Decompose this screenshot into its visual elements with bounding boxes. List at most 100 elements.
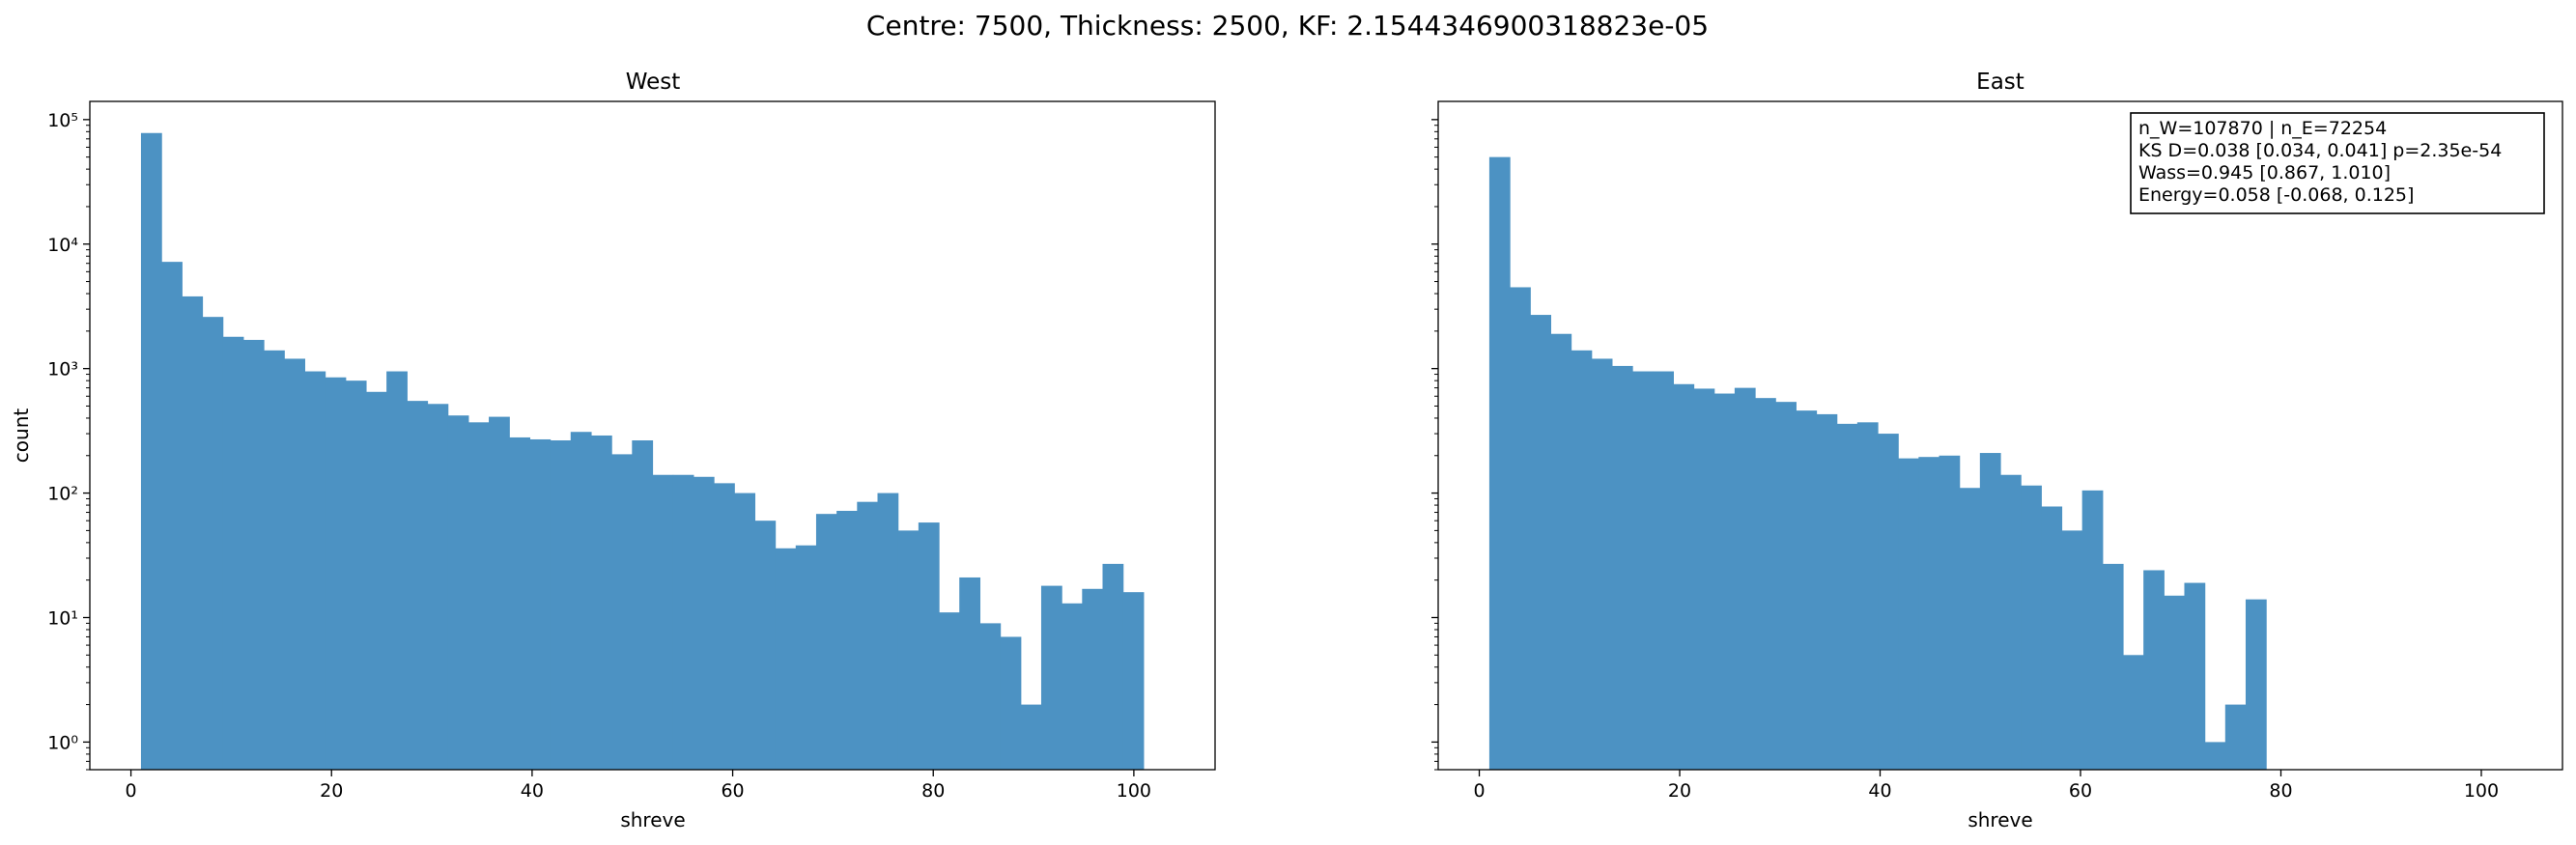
east-bar-23 — [1959, 488, 1981, 770]
west-bar-16 — [467, 422, 490, 770]
west-bar-47 — [1102, 563, 1124, 770]
west-bar-27 — [693, 476, 715, 770]
west-bar-46 — [1082, 588, 1104, 770]
x-tick-label: 0 — [126, 780, 137, 802]
east-bar-12 — [1734, 387, 1756, 770]
east-bar-9 — [1673, 383, 1695, 770]
stats-box-frame — [2130, 112, 2545, 214]
west-bar-38 — [918, 522, 940, 770]
east-bar-21 — [1918, 457, 1940, 770]
west-bar-42 — [1000, 636, 1022, 770]
west-bar-10 — [345, 380, 367, 770]
east-bar-14 — [1775, 402, 1797, 770]
west-bar-25 — [652, 474, 674, 770]
west-bar-21 — [570, 432, 592, 770]
east-x-ticks: 0 20 40 60 80 100 — [1473, 770, 2499, 802]
west-bar-15 — [447, 415, 469, 770]
west-bar-7 — [284, 358, 306, 770]
east-bar-17 — [1836, 423, 1858, 770]
east-bar-10 — [1693, 388, 1715, 770]
east-bar-36 — [2224, 704, 2247, 770]
y-tick-label: 10⁰ — [47, 732, 78, 753]
east-bar-27 — [2041, 506, 2063, 770]
east-panel: East 0 20 40 60 80 100 shreve n_W=107870 | n_… — [1431, 70, 2563, 831]
east-bar-33 — [2164, 595, 2186, 770]
stats-box: n_W=107870 | n_E=72254 KS D=0.038 [0.034… — [2130, 112, 2545, 214]
x-tick-label: 20 — [1668, 780, 1691, 802]
east-bar-34 — [2184, 582, 2206, 770]
west-bar-19 — [529, 438, 552, 770]
west-bar-40 — [959, 577, 981, 770]
west-x-ticks: 0 20 40 60 80 100 — [126, 770, 1151, 802]
x-tick-label: 100 — [1117, 780, 1151, 802]
east-bar-6 — [1611, 365, 1633, 770]
figure-suptitle: Centre: 7500, Thickness: 2500, KF: 2.154… — [866, 10, 1709, 42]
west-bar-31 — [775, 548, 797, 770]
west-axes-frame — [89, 100, 1216, 771]
west-bar-44 — [1040, 585, 1062, 770]
east-bar-19 — [1878, 434, 1899, 770]
east-bar-25 — [2000, 474, 2022, 770]
stats-line-counts: n_W=107870 | n_E=72254 — [2138, 118, 2387, 139]
west-bar-37 — [897, 530, 920, 770]
east-bar-0 — [1488, 156, 1511, 771]
east-bar-30 — [2102, 563, 2124, 770]
west-bar-18 — [509, 437, 531, 770]
west-bar-14 — [427, 404, 449, 770]
east-bar-2 — [1530, 315, 1551, 770]
west-bar-8 — [304, 371, 326, 770]
east-bar-11 — [1713, 393, 1736, 770]
x-tick-label: 80 — [2269, 780, 2292, 802]
west-title: West — [626, 70, 681, 95]
west-bar-36 — [877, 493, 899, 770]
west-bar-17 — [489, 416, 510, 770]
west-bar-22 — [590, 435, 612, 770]
west-bar-34 — [836, 510, 858, 770]
west-panel: West 0 20 40 60 80 100 10⁰ 10¹ 10² 10³ 10⁴ 10⁵ shr… — [10, 70, 1216, 831]
east-bars — [1488, 156, 2267, 771]
west-bar-0 — [140, 132, 162, 771]
west-bar-5 — [242, 339, 265, 770]
west-bar-12 — [386, 371, 408, 770]
east-bar-1 — [1510, 287, 1531, 770]
east-bar-4 — [1571, 350, 1593, 770]
x-tick-label: 80 — [921, 780, 945, 802]
x-tick-label: 60 — [2069, 780, 2092, 802]
x-tick-label: 60 — [721, 780, 744, 802]
west-bar-33 — [815, 514, 837, 770]
west-bar-11 — [365, 391, 387, 770]
west-bar-35 — [857, 501, 879, 770]
east-bar-26 — [2021, 485, 2042, 770]
y-tick-label: 10¹ — [47, 607, 78, 629]
west-bar-39 — [939, 612, 960, 770]
east-bar-8 — [1653, 371, 1674, 770]
x-tick-label: 40 — [1868, 780, 1891, 802]
east-bar-35 — [2204, 742, 2226, 770]
east-bar-18 — [1856, 422, 1879, 770]
east-bar-22 — [1939, 455, 1961, 770]
east-bar-31 — [2122, 655, 2144, 770]
west-x-label: shreve — [620, 808, 685, 831]
y-tick-label: 10⁵ — [47, 110, 78, 131]
east-bar-3 — [1550, 333, 1572, 770]
west-bar-32 — [795, 545, 817, 770]
east-bar-29 — [2081, 490, 2104, 770]
west-bars — [140, 132, 1145, 771]
east-bar-7 — [1632, 371, 1654, 770]
west-bar-6 — [264, 350, 285, 770]
west-bar-43 — [1020, 704, 1042, 770]
west-bar-26 — [672, 474, 694, 770]
west-bar-45 — [1062, 603, 1083, 770]
x-tick-label: 40 — [521, 780, 544, 802]
east-axes-frame — [1437, 100, 2563, 771]
west-bar-9 — [325, 377, 347, 770]
west-y-ticks: 10⁰ 10¹ 10² 10³ 10⁴ 10⁵ — [47, 110, 90, 771]
stats-line-energy: Energy=0.058 [-0.068, 0.125] — [2138, 184, 2414, 206]
west-bar-48 — [1122, 592, 1145, 770]
east-x-label: shreve — [1967, 808, 2032, 831]
west-bar-24 — [632, 440, 654, 770]
east-y-ticks — [1431, 119, 1438, 771]
west-bar-23 — [611, 454, 633, 770]
y-tick-label: 10⁴ — [47, 235, 78, 256]
stats-line-ks: KS D=0.038 [0.034, 0.041] p=2.35e-54 — [2138, 140, 2502, 161]
